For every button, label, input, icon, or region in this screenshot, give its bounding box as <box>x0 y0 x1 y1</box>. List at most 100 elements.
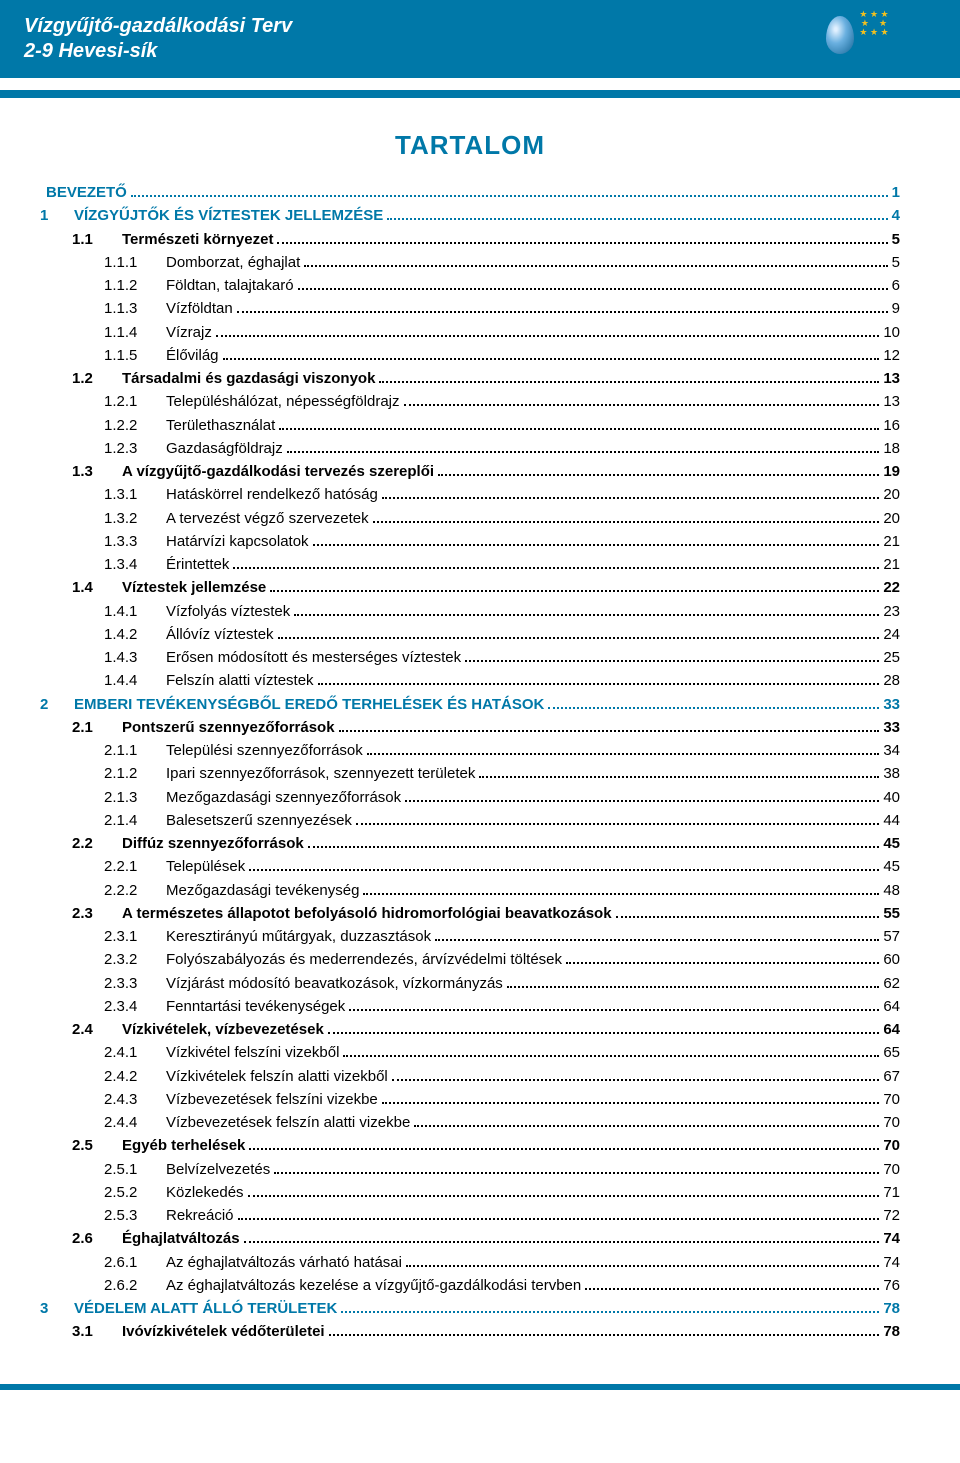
toc-entry[interactable]: 2.4.1Vízkivétel felszíni vizekből65 <box>104 1041 900 1064</box>
toc-number: 1.3.3 <box>104 530 160 553</box>
toc-entry[interactable]: 3.1Ivóvízkivételek védőterületei78 <box>72 1320 900 1343</box>
toc-page-number: 70 <box>883 1111 900 1134</box>
toc-entry[interactable]: 1.1.2Földtan, talajtakaró6 <box>104 274 900 297</box>
toc-text: Az éghajlatváltozás várható hatásai <box>160 1251 402 1274</box>
toc-entry[interactable]: 1.3.1Hatáskörrel rendelkező hatóság20 <box>104 483 900 506</box>
toc-entry[interactable]: 2.3.3Vízjárást módosító beavatkozások, v… <box>104 972 900 995</box>
toc-entry[interactable]: 2.5.3Rekreáció72 <box>104 1204 900 1227</box>
toc-leader-dots <box>318 683 880 685</box>
toc-leader-dots <box>308 846 880 848</box>
toc-text: A tervezést végző szervezetek <box>160 507 369 530</box>
toc-entry[interactable]: 2.4Vízkivételek, vízbevezetések64 <box>72 1018 900 1041</box>
toc-leader-dots <box>270 590 879 592</box>
toc-entry[interactable]: 1.3A vízgyűjtő-gazdálkodási tervezés sze… <box>72 460 900 483</box>
toc-leader-dots <box>349 1009 879 1011</box>
toc-entry[interactable]: 2.6Éghajlatváltozás74 <box>72 1227 900 1250</box>
toc-page-number: 72 <box>883 1204 900 1227</box>
toc-number: 2.4.3 <box>104 1088 160 1111</box>
toc-entry[interactable]: 2.6.2Az éghajlatváltozás kezelése a vízg… <box>104 1274 900 1297</box>
toc-text: BEVEZETŐ <box>40 181 127 204</box>
toc-page-number: 1 <box>892 181 900 204</box>
toc-entry[interactable]: 1.1.4Vízrajz10 <box>104 321 900 344</box>
toc-number: 2.4.1 <box>104 1041 160 1064</box>
toc-number: 1.1 <box>72 228 116 251</box>
toc-entry[interactable]: 2.5Egyéb terhelések70 <box>72 1134 900 1157</box>
toc-text: Természeti környezet <box>116 228 273 251</box>
toc-page-number: 19 <box>883 460 900 483</box>
toc-text: VÉDELEM ALATT ÁLLÓ TERÜLETEK <box>68 1297 337 1320</box>
toc-entry[interactable]: 2.1.3Mezőgazdasági szennyezőforrások40 <box>104 786 900 809</box>
toc-entry[interactable]: 3VÉDELEM ALATT ÁLLÓ TERÜLETEK78 <box>40 1297 900 1320</box>
toc-entry[interactable]: 1.1.3Vízföldtan9 <box>104 297 900 320</box>
page-header: Vízgyűjtő-gazdálkodási Terv 2-9 Hevesi-s… <box>0 0 960 90</box>
toc-leader-dots <box>329 1334 880 1336</box>
toc-entry[interactable]: 1.2.2Területhasználat16 <box>104 414 900 437</box>
toc-entry[interactable]: 2EMBERI TEVÉKENYSÉGBŐL EREDŐ TERHELÉSEK … <box>40 693 900 716</box>
toc-entry[interactable]: 1.4Víztestek jellemzése22 <box>72 576 900 599</box>
toc-entry[interactable]: 2.3.2Folyószabályozás és mederrendezés, … <box>104 948 900 971</box>
toc-page-number: 38 <box>883 762 900 785</box>
toc-entry[interactable]: 1.4.3Erősen módosított és mesterséges ví… <box>104 646 900 669</box>
toc-page-number: 74 <box>883 1227 900 1250</box>
toc-entry[interactable]: 1.1.1Domborzat, éghajlat5 <box>104 251 900 274</box>
toc-entry[interactable]: 2.4.3Vízbevezetések felszíni vizekbe70 <box>104 1088 900 1111</box>
toc-text: Érintettek <box>160 553 229 576</box>
toc-leader-dots <box>356 823 879 825</box>
header-title: Vízgyűjtő-gazdálkodási Terv <box>24 12 936 40</box>
toc-entry[interactable]: 1.2.1Településhálózat, népességföldrajz1… <box>104 390 900 413</box>
toc-number: 1.2.1 <box>104 390 160 413</box>
toc-text: Az éghajlatváltozás kezelése a vízgyűjtő… <box>160 1274 581 1297</box>
toc-entry[interactable]: 2.3.1Keresztirányú műtárgyak, duzzasztás… <box>104 925 900 948</box>
header-stripe <box>0 78 960 90</box>
toc-page-number: 5 <box>892 228 900 251</box>
toc-entry[interactable]: 2.3.4Fenntartási tevékenységek64 <box>104 995 900 1018</box>
toc-leader-dots <box>585 1288 879 1290</box>
toc-number: 1.3.4 <box>104 553 160 576</box>
toc-title: TARTALOM <box>40 130 900 161</box>
toc-entry[interactable]: 1.2Társadalmi és gazdasági viszonyok13 <box>72 367 900 390</box>
toc-entry[interactable]: 2.2.1Települések45 <box>104 855 900 878</box>
toc-entry[interactable]: 2.1.1Települési szennyezőforrások34 <box>104 739 900 762</box>
toc-entry[interactable]: 1.3.3Határvízi kapcsolatok21 <box>104 530 900 553</box>
toc-page-number: 40 <box>883 786 900 809</box>
toc-entry[interactable]: 1.2.3Gazdaságföldrajz18 <box>104 437 900 460</box>
water-drop-logo-icon: ★ ★ ★★ ★★ ★ ★ <box>810 8 870 78</box>
toc-entry[interactable]: 1.4.2Állóvíz víztestek24 <box>104 623 900 646</box>
toc-leader-dots <box>379 381 879 383</box>
toc-leader-dots <box>278 637 880 639</box>
toc-leader-dots <box>248 1195 880 1197</box>
toc-entry[interactable]: 1VÍZGYŰJTŐK ÉS VÍZTESTEK JELLEMZÉSE4 <box>40 204 900 227</box>
toc-entry[interactable]: 2.1.2Ipari szennyezőforrások, szennyezet… <box>104 762 900 785</box>
toc-number: 2.4.4 <box>104 1111 160 1134</box>
toc-text: Pontszerű szennyezőforrások <box>116 716 335 739</box>
toc-page-number: 44 <box>883 809 900 832</box>
toc-text: Településhálózat, népességföldrajz <box>160 390 400 413</box>
toc-entry[interactable]: 1.4.1Vízfolyás víztestek23 <box>104 600 900 623</box>
toc-entry[interactable]: 1.3.2A tervezést végző szervezetek20 <box>104 507 900 530</box>
toc-leader-dots <box>392 1079 880 1081</box>
toc-leader-dots <box>131 195 888 197</box>
toc-entry[interactable]: 2.6.1Az éghajlatváltozás várható hatásai… <box>104 1251 900 1274</box>
toc-leader-dots <box>382 497 880 499</box>
toc-entry[interactable]: 2.3A természetes állapotot befolyásoló h… <box>72 902 900 925</box>
toc-entry[interactable]: 2.5.2Közlekedés71 <box>104 1181 900 1204</box>
toc-entry[interactable]: 1.1.5Élővilág12 <box>104 344 900 367</box>
toc-entry[interactable]: 2.1Pontszerű szennyezőforrások33 <box>72 716 900 739</box>
toc-entry[interactable]: 2.1.4Balesetszerű szennyezések44 <box>104 809 900 832</box>
toc-entry[interactable]: 1.1Természeti környezet 5 <box>72 228 900 251</box>
toc-entry[interactable]: 2.5.1Belvízelvezetés70 <box>104 1158 900 1181</box>
toc-entry[interactable]: 1.3.4Érintettek21 <box>104 553 900 576</box>
toc-entry[interactable]: 1.4.4Felszín alatti víztestek28 <box>104 669 900 692</box>
toc-entry[interactable]: 2.2Diffúz szennyezőforrások45 <box>72 832 900 855</box>
toc-text: A természetes állapotot befolyásoló hidr… <box>116 902 612 925</box>
toc-entry[interactable]: 2.4.2Vízkivételek felszín alatti vizekbő… <box>104 1065 900 1088</box>
toc-leader-dots <box>387 218 887 220</box>
toc-entry[interactable]: 2.2.2Mezőgazdasági tevékenység48 <box>104 879 900 902</box>
toc-entry[interactable]: 2.4.4Vízbevezetések felszín alatti vizek… <box>104 1111 900 1134</box>
toc-entry[interactable]: BEVEZETŐ 1 <box>40 181 900 204</box>
toc-leader-dots <box>414 1125 879 1127</box>
toc-text: Domborzat, éghajlat <box>160 251 300 274</box>
toc-text: Vízföldtan <box>160 297 233 320</box>
toc-page-number: 70 <box>883 1158 900 1181</box>
toc-number: 1.2.2 <box>104 414 160 437</box>
